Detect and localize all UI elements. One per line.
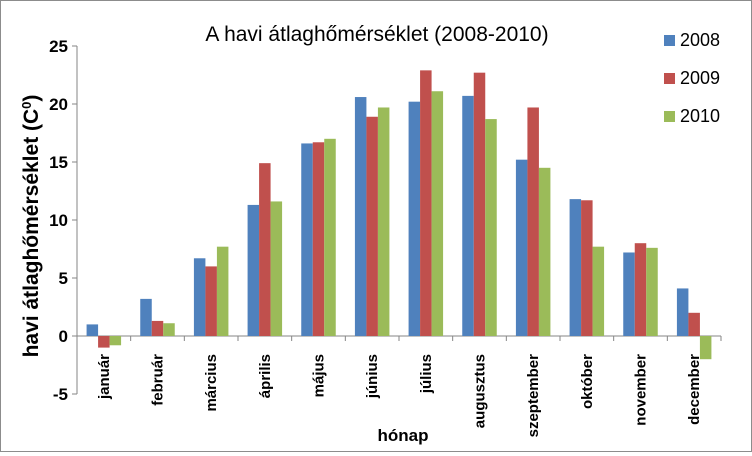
y-tick-label: 20 xyxy=(49,95,68,114)
bar-2009-június xyxy=(366,116,378,336)
x-tick-label: október xyxy=(579,354,596,409)
bar-2010-június xyxy=(377,107,390,336)
legend: 2008 2009 2010 xyxy=(664,30,720,126)
bar-2008-január xyxy=(86,324,99,336)
bar-2010-április xyxy=(270,201,283,336)
y-tick-label: 25 xyxy=(49,37,68,56)
bar-2009-január xyxy=(98,336,110,348)
legend-swatch-2009 xyxy=(664,73,675,84)
bar-2009-október xyxy=(581,200,593,336)
x-tick-label: március xyxy=(203,354,220,412)
bar-2009-augusztus xyxy=(473,72,486,337)
bar-2010-május xyxy=(324,138,336,336)
bar-2010-július xyxy=(431,91,444,337)
legend-label-2010: 2010 xyxy=(680,106,720,126)
bar-2010-szeptember xyxy=(538,167,551,336)
chart-title: A havi átlaghőmérséklet (2008-2010) xyxy=(205,23,548,46)
x-axis-label: hónap xyxy=(378,426,429,445)
x-tick-label: május xyxy=(311,354,328,397)
legend-label-2008: 2008 xyxy=(680,30,720,50)
bar-2008-augusztus xyxy=(462,95,474,336)
x-tick-label: augusztus xyxy=(472,354,489,428)
bar-2009-május xyxy=(312,142,325,336)
bar-2010-augusztus xyxy=(485,119,497,336)
bar-2010-január xyxy=(109,336,122,346)
bar-2008-szeptember xyxy=(515,159,528,336)
bar-2008-március xyxy=(193,258,206,336)
bar-2008-december xyxy=(676,288,689,336)
bar-2010-november xyxy=(646,247,658,336)
x-tick-label: november xyxy=(633,354,650,426)
bar-2008-július xyxy=(408,101,421,337)
legend-swatch-2010 xyxy=(664,111,675,122)
legend-swatch-2008 xyxy=(664,35,675,46)
bar-2008-június xyxy=(354,97,367,336)
bar-2008-február xyxy=(140,298,152,336)
y-tick-label: 5 xyxy=(59,269,68,288)
y-tick-label: 15 xyxy=(49,153,68,172)
y-axis-label-superscript: 0 xyxy=(19,102,34,109)
bar-2009-szeptember xyxy=(527,107,539,336)
x-tick-label: február xyxy=(150,354,167,406)
bar-2008-november xyxy=(623,252,635,336)
bar-2009-február xyxy=(151,320,164,336)
x-tick-label: június xyxy=(364,354,381,399)
y-axis-label: havi átlaghőmérséklet (C0) xyxy=(19,95,43,358)
bar-2010-március xyxy=(216,246,229,336)
bar-2008-október xyxy=(569,199,582,336)
x-tick-label: július xyxy=(418,354,435,394)
x-tick-label: december xyxy=(686,354,703,425)
bar-2009-július xyxy=(420,70,432,337)
x-tick-label: szeptember xyxy=(525,354,542,438)
y-tick-label: 10 xyxy=(49,211,68,230)
y-axis-label-close: ) xyxy=(20,95,43,102)
bar-2009-november xyxy=(634,243,647,336)
bar-2009-március xyxy=(205,266,217,336)
bar-2010-február xyxy=(163,323,175,336)
y-axis-label-main: havi átlaghőmérséklet (C xyxy=(20,109,43,358)
bar-2009-április xyxy=(259,163,271,336)
y-tick-label: -5 xyxy=(53,385,68,404)
bar-2008-április xyxy=(247,204,260,336)
plot-area: -5 0 5 10 15 20 25 január február március április m… xyxy=(49,37,722,438)
legend-label-2009: 2009 xyxy=(680,68,720,88)
y-tick-label: 0 xyxy=(59,327,68,346)
bar-2010-december xyxy=(699,336,712,360)
bar-2010-október xyxy=(592,246,605,336)
bar-2009-december xyxy=(688,312,700,336)
x-tick-label: január xyxy=(96,354,113,400)
bar-2008-május xyxy=(301,143,313,336)
x-tick-label: április xyxy=(257,354,274,398)
